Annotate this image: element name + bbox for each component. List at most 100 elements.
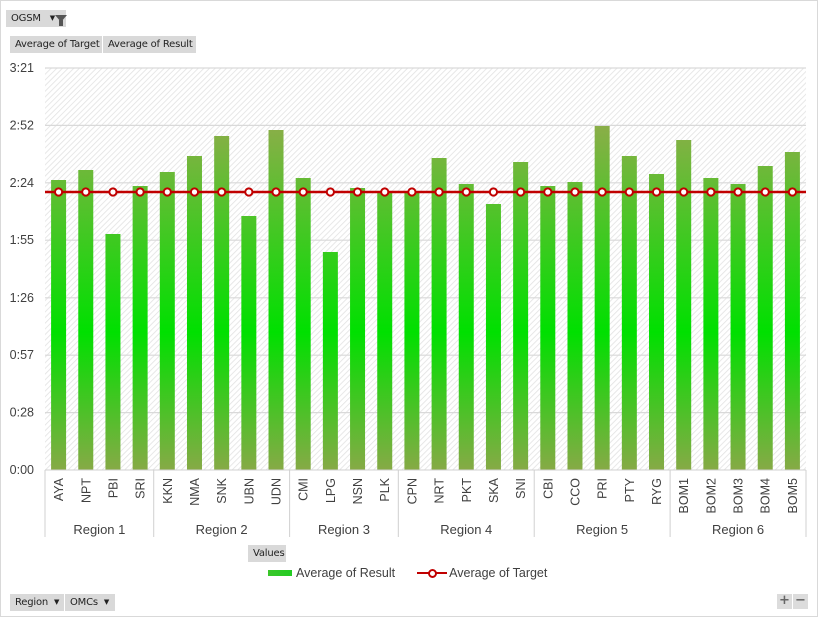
dropdown-arrow-icon: ▼	[49, 14, 55, 22]
target-marker-kkn[interactable]	[162, 187, 172, 197]
target-marker-nma[interactable]	[189, 187, 200, 197]
bar-bom4[interactable]	[757, 166, 773, 470]
legend-label-result: Average of Result	[296, 566, 396, 580]
bar-npt[interactable]	[78, 170, 94, 470]
target-marker-sri[interactable]	[135, 187, 145, 197]
group-label: Region 3	[318, 522, 370, 537]
legend-swatch-result	[268, 570, 292, 576]
values-button[interactable]: Values	[248, 545, 286, 562]
target-marker-pty[interactable]	[624, 187, 634, 197]
target-marker-bom1[interactable]	[679, 187, 689, 197]
bar-cmi[interactable]	[295, 178, 311, 470]
bar-udn[interactable]	[268, 130, 284, 470]
x-tick-label: CCO	[568, 478, 582, 506]
ogsm-filter-label: OGSM	[11, 13, 41, 24]
bar-bom5[interactable]	[784, 152, 800, 470]
line-target	[45, 187, 806, 197]
x-tick-label: BOM1	[677, 478, 691, 513]
bar-bom2[interactable]	[703, 178, 719, 470]
target-marker-udn[interactable]	[271, 187, 281, 197]
value-field-average-of-target[interactable]: Average of Target	[10, 36, 102, 53]
bar-nrt[interactable]	[431, 158, 447, 470]
target-marker-ska[interactable]	[488, 187, 499, 197]
legend: Average of Result Average of Target	[268, 566, 547, 580]
bar-ubn[interactable]	[241, 216, 257, 470]
expand-plus-button[interactable]: +	[777, 594, 792, 609]
target-marker-snk[interactable]	[217, 187, 227, 197]
target-marker-cbi[interactable]	[543, 187, 553, 197]
bar-pri[interactable]	[594, 126, 610, 470]
x-tick-label: UDN	[270, 478, 284, 505]
collapse-minus-button[interactable]: −	[793, 594, 808, 609]
bars-result	[51, 126, 800, 470]
bar-pkt[interactable]	[458, 184, 474, 470]
target-marker-pbi[interactable]	[108, 187, 118, 197]
bar-plk[interactable]	[377, 192, 393, 470]
target-marker-ryg[interactable]	[651, 187, 662, 197]
x-tick-label: CBI	[541, 478, 555, 499]
x-tick-label: KKN	[161, 478, 175, 504]
value-field-average-of-result[interactable]: Average of Result	[103, 36, 196, 53]
bar-bom1[interactable]	[676, 140, 692, 470]
target-marker-nsn[interactable]	[352, 187, 363, 197]
bar-sni[interactable]	[513, 162, 529, 470]
bar-cpn[interactable]	[404, 192, 420, 470]
bar-pty[interactable]	[621, 156, 637, 470]
bar-sri[interactable]	[132, 186, 148, 470]
y-tick-label: 3:21	[10, 61, 34, 75]
bar-ryg[interactable]	[649, 174, 665, 470]
target-marker-bom5[interactable]	[787, 187, 798, 197]
target-marker-cpn[interactable]	[407, 187, 417, 197]
target-marker-bom3[interactable]	[733, 187, 743, 197]
bar-cco[interactable]	[567, 182, 583, 470]
filter-icon	[54, 15, 67, 26]
x-tick-label: PRI	[596, 478, 610, 499]
region-field-label: Region	[15, 597, 49, 608]
bar-nma[interactable]	[186, 156, 202, 470]
x-tick-label: PTY	[623, 477, 637, 502]
y-tick-label: 2:24	[10, 176, 34, 190]
target-marker-bom4[interactable]	[760, 187, 770, 197]
target-marker-pkt[interactable]	[461, 187, 471, 197]
x-tick-label: SRI	[134, 478, 148, 499]
target-marker-pri[interactable]	[597, 187, 607, 197]
y-tick-label: 0:00	[10, 463, 34, 477]
bar-kkn[interactable]	[159, 172, 175, 470]
group-label: Region 2	[196, 522, 248, 537]
legend-swatch-target	[417, 567, 448, 579]
target-marker-nrt[interactable]	[434, 187, 444, 197]
target-marker-cmi[interactable]	[298, 187, 308, 197]
ogsm-filter-button[interactable]: OGSM ▼	[6, 10, 67, 27]
target-marker-lpg[interactable]	[325, 187, 335, 197]
bar-cbi[interactable]	[540, 186, 556, 470]
x-tick-label: SKA	[487, 477, 501, 503]
dropdown-arrow-icon: ▼	[54, 598, 60, 606]
x-axis: AYA NPT PBI SRI KKN NMA SNK UBN UDN CMI LPG NSN PLK C…	[44, 469, 807, 537]
y-tick-label: 1:26	[10, 291, 34, 305]
bar-bom3[interactable]	[730, 184, 746, 470]
x-tick-label: BOM5	[786, 478, 800, 513]
region-field-button[interactable]: Region ▼	[10, 594, 64, 611]
target-marker-aya[interactable]	[53, 187, 64, 197]
x-tick-label: CMI	[297, 478, 311, 501]
target-marker-ubn[interactable]	[244, 187, 254, 197]
plot-area	[45, 68, 806, 470]
y-tick-label: 2:52	[10, 118, 34, 132]
target-marker-bom2[interactable]	[706, 187, 716, 197]
zoom-controls: + −	[777, 594, 808, 609]
x-tick-label: UBN	[242, 478, 256, 504]
omcs-field-button[interactable]: OMCs ▼	[65, 594, 115, 611]
x-tick-label: PKT	[460, 478, 474, 503]
target-marker-npt[interactable]	[81, 187, 91, 197]
bar-aya[interactable]	[51, 180, 67, 470]
x-tick-label: NSN	[351, 478, 365, 504]
target-marker-sni[interactable]	[516, 187, 526, 197]
bar-lpg[interactable]	[322, 252, 338, 470]
bar-nsn[interactable]	[350, 188, 366, 470]
target-marker-cco[interactable]	[570, 187, 580, 197]
target-marker-plk[interactable]	[380, 187, 390, 197]
group-label: Region 5	[576, 522, 628, 537]
bar-snk[interactable]	[214, 136, 230, 470]
bar-ska[interactable]	[485, 204, 501, 470]
bar-pbi[interactable]	[105, 234, 121, 470]
